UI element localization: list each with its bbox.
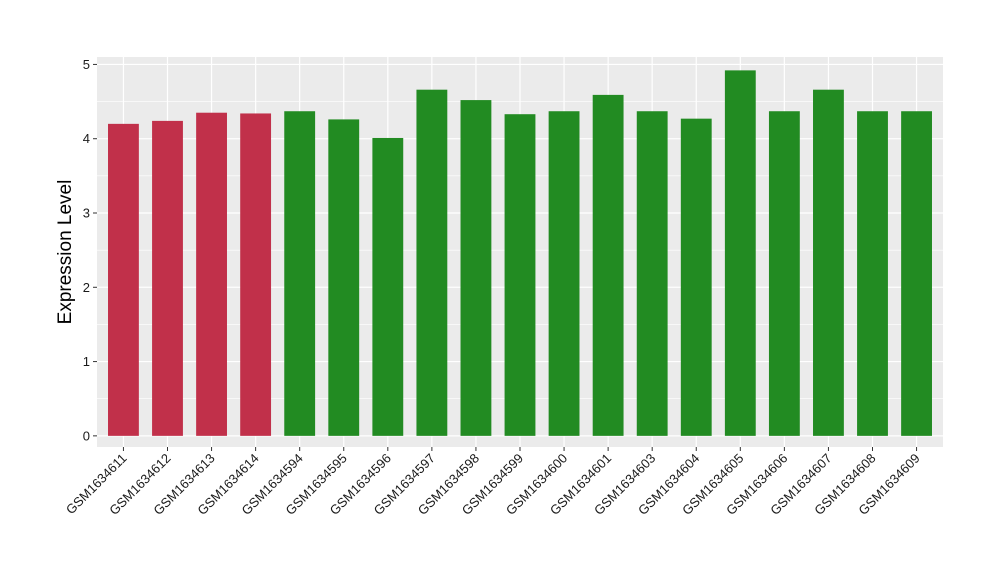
y-tick-label: 1 bbox=[83, 354, 90, 369]
bar bbox=[901, 111, 932, 436]
x-axis: GSM1634611GSM1634612GSM1634613GSM1634614… bbox=[63, 447, 923, 518]
bar bbox=[724, 70, 756, 436]
y-tick-label: 4 bbox=[83, 131, 90, 146]
bar bbox=[768, 111, 800, 436]
bar bbox=[636, 111, 668, 436]
bar bbox=[857, 111, 888, 436]
bar bbox=[592, 94, 624, 436]
bar bbox=[372, 137, 404, 436]
bar bbox=[108, 123, 139, 436]
bar bbox=[152, 120, 183, 436]
bars bbox=[108, 70, 932, 436]
y-axis-title: Expression Level bbox=[55, 180, 76, 325]
y-axis: 0 1 2 3 4 5 bbox=[83, 57, 97, 443]
bar bbox=[240, 113, 272, 436]
y-tick-label: 2 bbox=[83, 280, 90, 295]
bar bbox=[548, 111, 580, 436]
bar bbox=[196, 112, 227, 436]
bar bbox=[680, 118, 712, 436]
y-tick-label: 0 bbox=[83, 428, 90, 443]
bar bbox=[416, 89, 448, 436]
bar bbox=[328, 119, 360, 436]
y-tick-label: 3 bbox=[83, 206, 90, 221]
y-tick-label: 5 bbox=[83, 57, 90, 72]
bar bbox=[284, 111, 316, 436]
bar bbox=[813, 89, 844, 436]
bar bbox=[504, 114, 536, 436]
bar bbox=[460, 100, 492, 436]
